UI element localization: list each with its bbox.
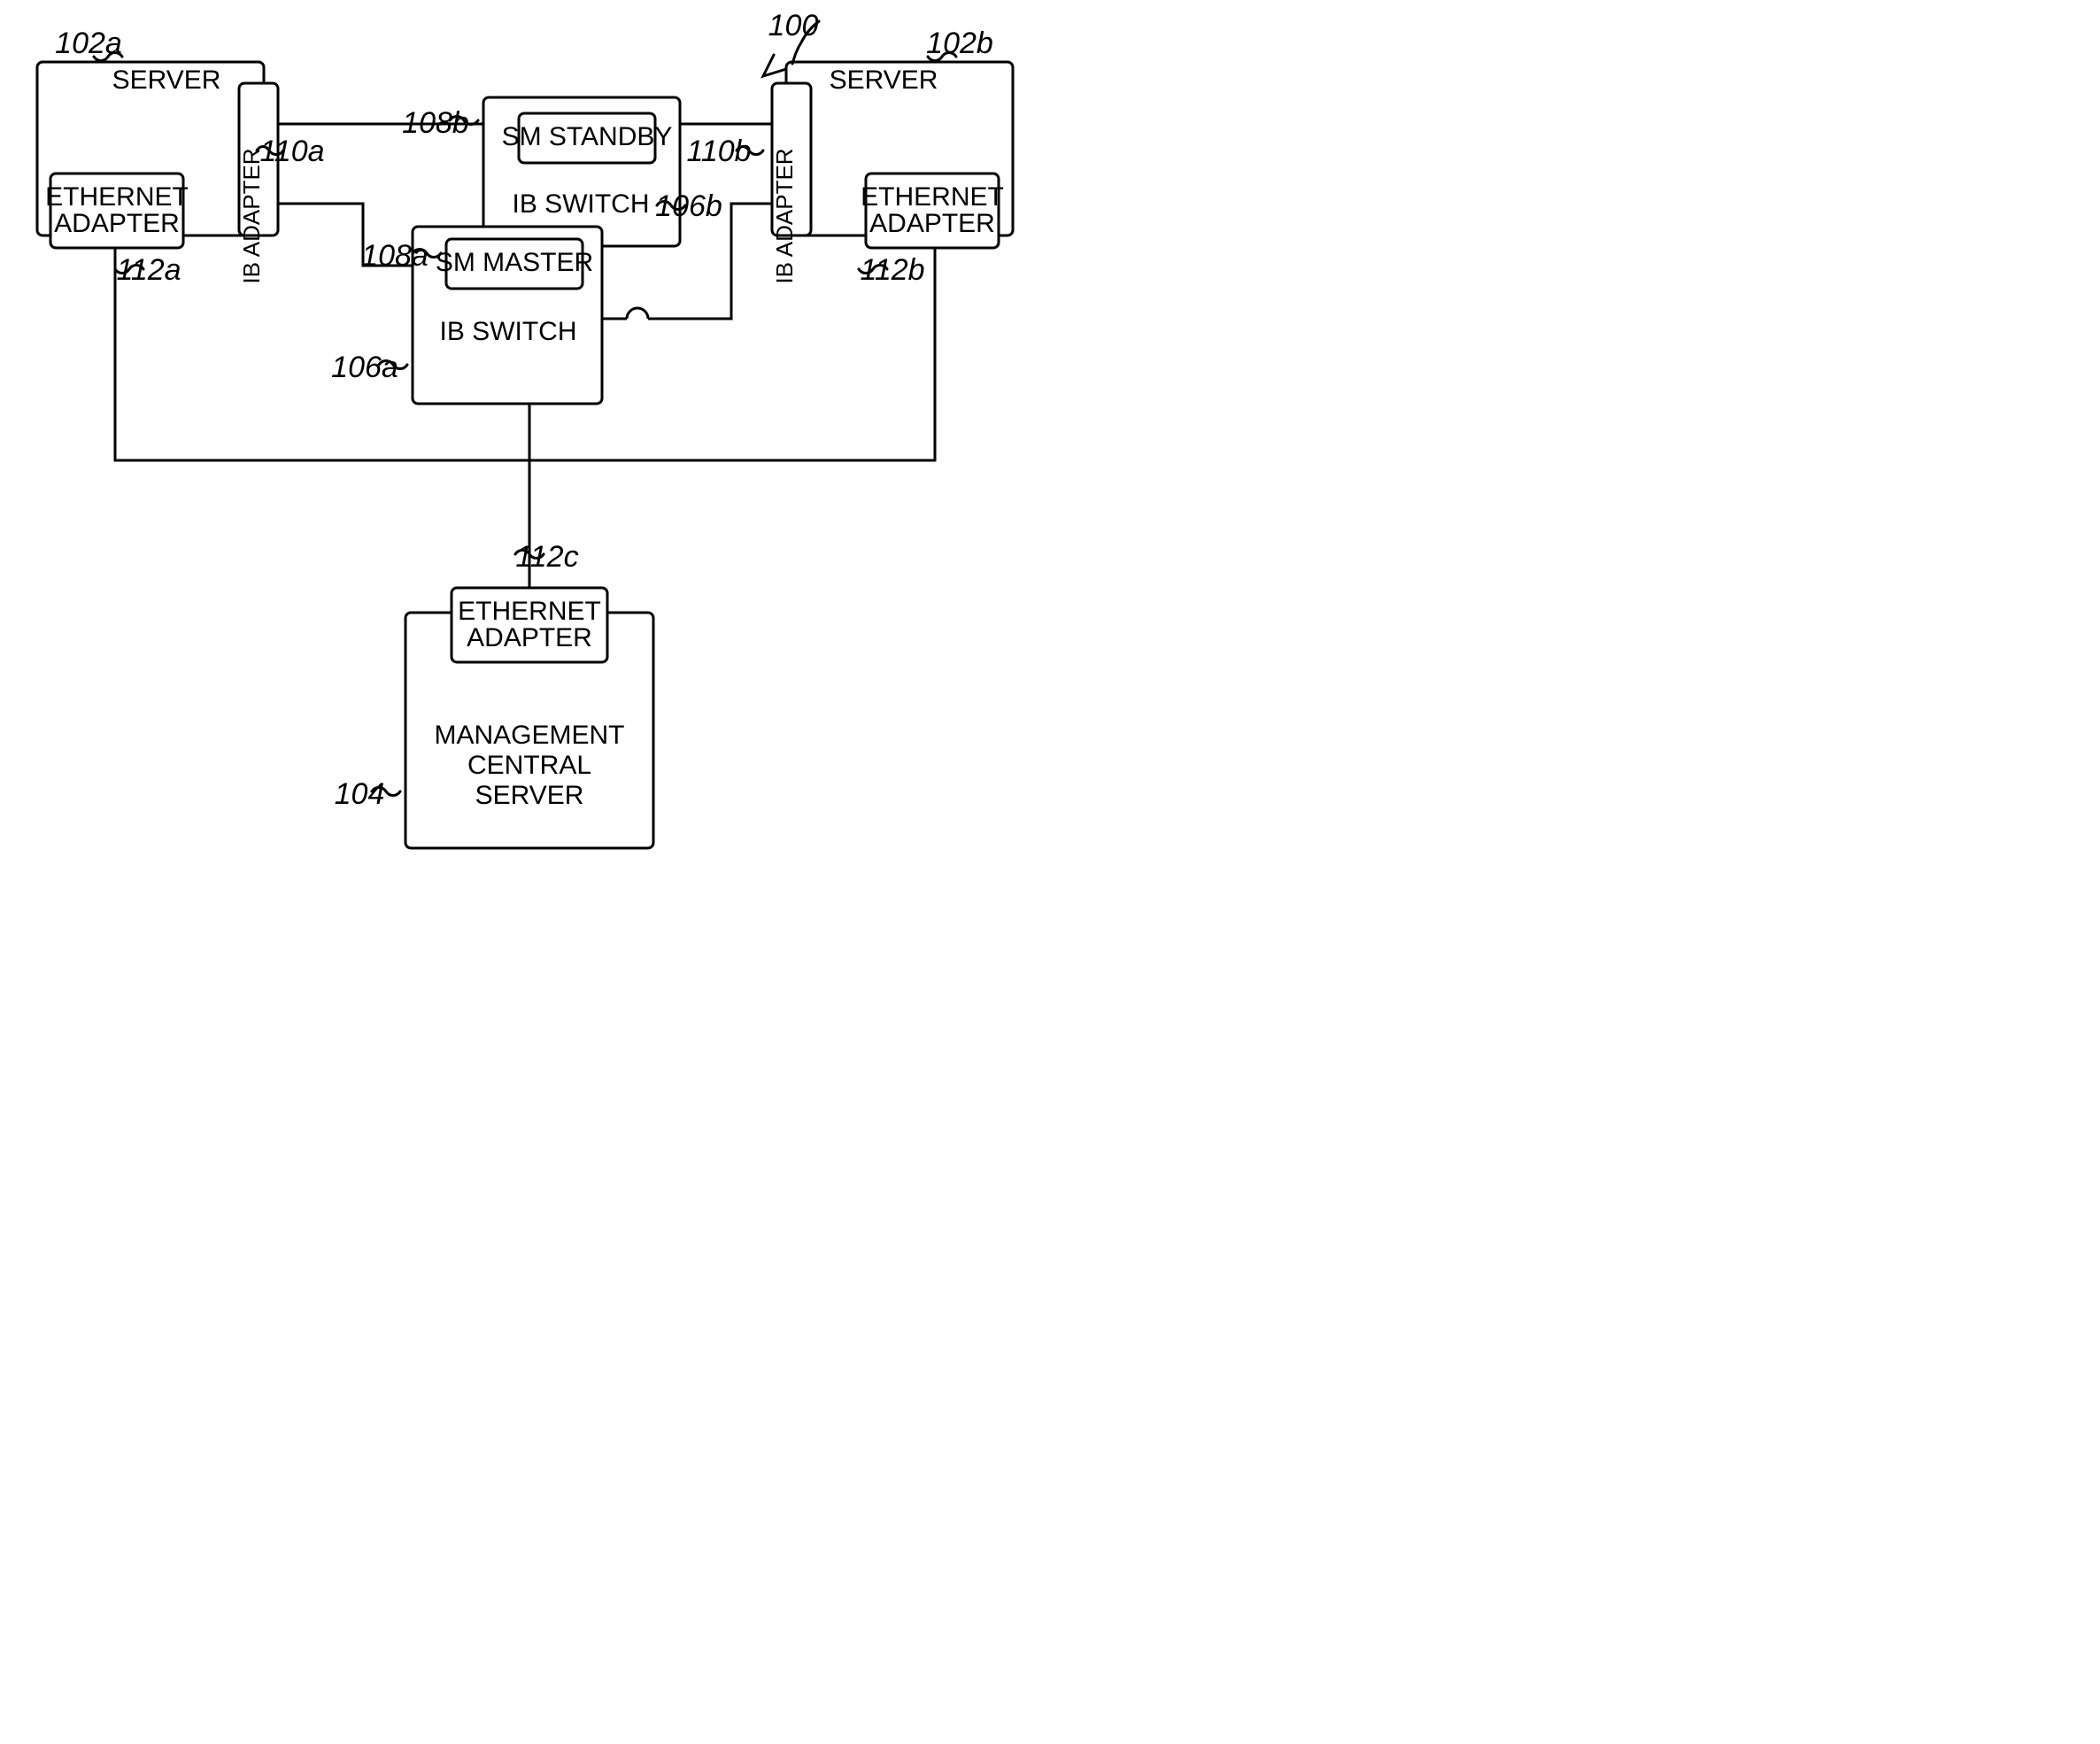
ref-r112c: 112c bbox=[515, 540, 578, 574]
label-mgmt-1: CENTRAL bbox=[467, 751, 591, 780]
ref-r110b: 110b bbox=[686, 135, 751, 168]
label-ethB-2: ADAPTER bbox=[869, 209, 995, 238]
ref-r104: 104 bbox=[335, 777, 385, 811]
ref-r108b: 108b bbox=[402, 106, 469, 140]
ref-r112b: 112b bbox=[860, 253, 924, 287]
label-mgmt-0: MANAGEMENT bbox=[434, 721, 624, 750]
label-ethA-2: ADAPTER bbox=[54, 209, 180, 238]
ref-r106a: 106a bbox=[331, 351, 398, 384]
label-ethC-2: ADAPTER bbox=[467, 623, 592, 652]
ref-r108a: 108a bbox=[361, 239, 428, 273]
label-ibAdapB: IB ADAPTER bbox=[771, 148, 798, 283]
label-serverB_title: SERVER bbox=[830, 66, 938, 95]
ref-r100: 100 bbox=[768, 9, 819, 42]
label-ethB-1: ETHERNET bbox=[861, 182, 1004, 212]
label-serverA_title: SERVER bbox=[112, 66, 221, 95]
ref-r112a: 112a bbox=[116, 253, 181, 287]
label-ibSwitchB: IB SWITCH bbox=[513, 189, 650, 219]
network-diagram: SERVER SERVER SM STANDBY SM MASTER IB SWITCH… bbox=[0, 0, 1050, 872]
label-smMaster: SM MASTER bbox=[436, 248, 593, 277]
label-mgmt-2: SERVER bbox=[475, 781, 584, 810]
label-ibSwitchA: IB SWITCH bbox=[440, 317, 577, 346]
label-ethA-1: ETHERNET bbox=[45, 182, 189, 212]
ref-r102a: 102a bbox=[55, 27, 122, 60]
label-ibAdapA: IB ADAPTER bbox=[238, 148, 265, 283]
label-ethC-1: ETHERNET bbox=[458, 597, 601, 626]
ref-r102b: 102b bbox=[926, 27, 993, 60]
label-smStandby: SM STANDBY bbox=[502, 122, 673, 151]
ref-r106b: 106b bbox=[655, 189, 722, 223]
